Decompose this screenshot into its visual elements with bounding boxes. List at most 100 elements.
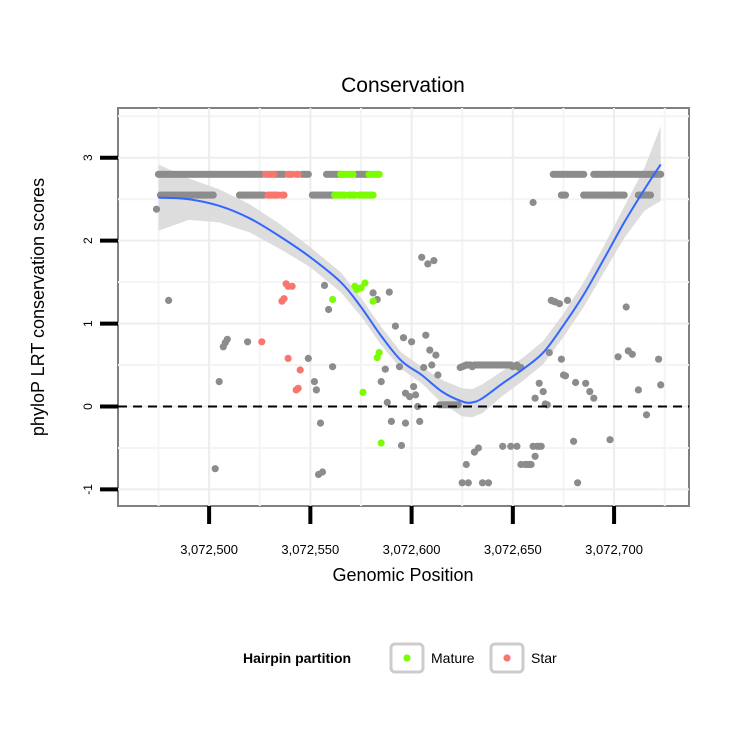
- data-point-other: [527, 460, 535, 469]
- data-point-other: [622, 303, 630, 311]
- data-point-other: [395, 363, 404, 371]
- data-point-other: [531, 394, 539, 402]
- data-point-other: [545, 349, 553, 357]
- confidence-ribbon: [158, 126, 661, 418]
- x-tick-label: 3,072,500: [180, 542, 238, 557]
- data-point-other: [432, 351, 440, 359]
- data-point-other: [620, 191, 628, 199]
- data-point-other: [464, 479, 472, 487]
- data-point-other: [507, 442, 515, 450]
- data-point-other: [420, 363, 428, 372]
- data-point-mature: [377, 439, 385, 447]
- data-point-star: [296, 366, 304, 374]
- data-point-other: [655, 355, 663, 363]
- data-point-other: [574, 479, 582, 487]
- data-point-other: [418, 253, 426, 261]
- data-point-other: [430, 257, 438, 265]
- data-point-other: [401, 419, 410, 427]
- data-point-other: [539, 388, 547, 396]
- data-point-other: [304, 170, 312, 178]
- data-point-other: [422, 331, 430, 339]
- data-point-other: [406, 393, 414, 401]
- data-point-other: [165, 296, 173, 304]
- data-point-other: [211, 465, 219, 473]
- data-point-other: [385, 288, 393, 296]
- data-point-star: [294, 170, 302, 178]
- data-point-other: [555, 300, 564, 308]
- data-point-other: [535, 379, 543, 387]
- data-point-other: [209, 191, 217, 199]
- data-point-other: [412, 391, 420, 399]
- smooth-line: [158, 163, 662, 404]
- data-point-mature: [375, 170, 383, 178]
- data-point-other: [215, 378, 223, 386]
- data-point-other: [434, 371, 442, 379]
- data-point-other: [657, 381, 665, 389]
- data-point-other: [478, 479, 487, 487]
- data-point-other: [462, 460, 470, 469]
- data-point-other: [304, 354, 312, 362]
- data-point-other: [428, 361, 436, 369]
- data-point-other: [580, 170, 588, 178]
- data-point-mature: [361, 279, 369, 287]
- data-point-other: [582, 379, 590, 387]
- data-point-other: [531, 452, 539, 460]
- smooth-trend-line: [158, 163, 662, 404]
- data-point-star: [280, 295, 288, 303]
- y-tick-label: 0: [81, 403, 95, 410]
- legend-label-mature: Mature: [431, 650, 475, 666]
- x-tick-label: 3,072,700: [585, 542, 643, 557]
- data-point-other: [474, 444, 482, 452]
- data-point-other: [152, 205, 161, 213]
- data-point-other: [383, 398, 391, 406]
- data-point-other: [312, 386, 320, 394]
- data-point-other: [634, 386, 643, 394]
- data-point-star: [294, 384, 302, 392]
- data-point-other: [316, 419, 325, 427]
- data-point-other: [657, 170, 665, 178]
- data-point-other: [572, 378, 580, 387]
- data-point-mature: [375, 349, 383, 357]
- data-point-other: [529, 198, 537, 207]
- data-point-mature: [369, 191, 377, 199]
- data-point-other: [320, 281, 329, 289]
- data-point-other: [318, 468, 327, 476]
- data-point-mature: [359, 388, 367, 396]
- data-point-other: [408, 338, 416, 346]
- data-point-other: [561, 372, 570, 380]
- data-point-other: [646, 191, 655, 199]
- data-point-other: [586, 388, 594, 396]
- x-axis-title: Genomic Position: [332, 565, 473, 585]
- data-point-mature: [369, 297, 377, 305]
- data-point-other: [377, 378, 385, 386]
- data-point-other: [414, 402, 422, 411]
- data-point-other: [424, 260, 432, 268]
- data-point-other: [537, 442, 545, 450]
- y-tick-label: 1: [81, 320, 95, 327]
- data-point-star: [270, 170, 278, 178]
- data-point-other: [223, 335, 231, 343]
- legend-swatch-star: [503, 654, 511, 662]
- legend-label-star: Star: [531, 650, 557, 666]
- data-point-star: [280, 191, 288, 199]
- data-point-other: [499, 442, 507, 450]
- x-tick-label: 3,072,650: [484, 542, 542, 557]
- data-point-other: [484, 479, 493, 487]
- data-point-star: [288, 282, 296, 290]
- data-point-other: [325, 305, 333, 314]
- data-point-mature: [329, 295, 337, 304]
- y-tick-label: -1: [81, 484, 95, 495]
- y-tick-label: 2: [81, 237, 95, 244]
- data-point-other: [381, 365, 389, 373]
- y-tick-label: 3: [81, 154, 95, 161]
- data-point-other: [391, 322, 399, 330]
- data-point-other: [513, 442, 521, 450]
- data-point-other: [416, 417, 424, 425]
- confidence-band: [158, 126, 661, 418]
- data-point-other: [614, 353, 622, 361]
- data-point-other: [606, 436, 614, 444]
- data-point-star: [258, 338, 266, 346]
- legend-title: Hairpin partition: [243, 650, 351, 666]
